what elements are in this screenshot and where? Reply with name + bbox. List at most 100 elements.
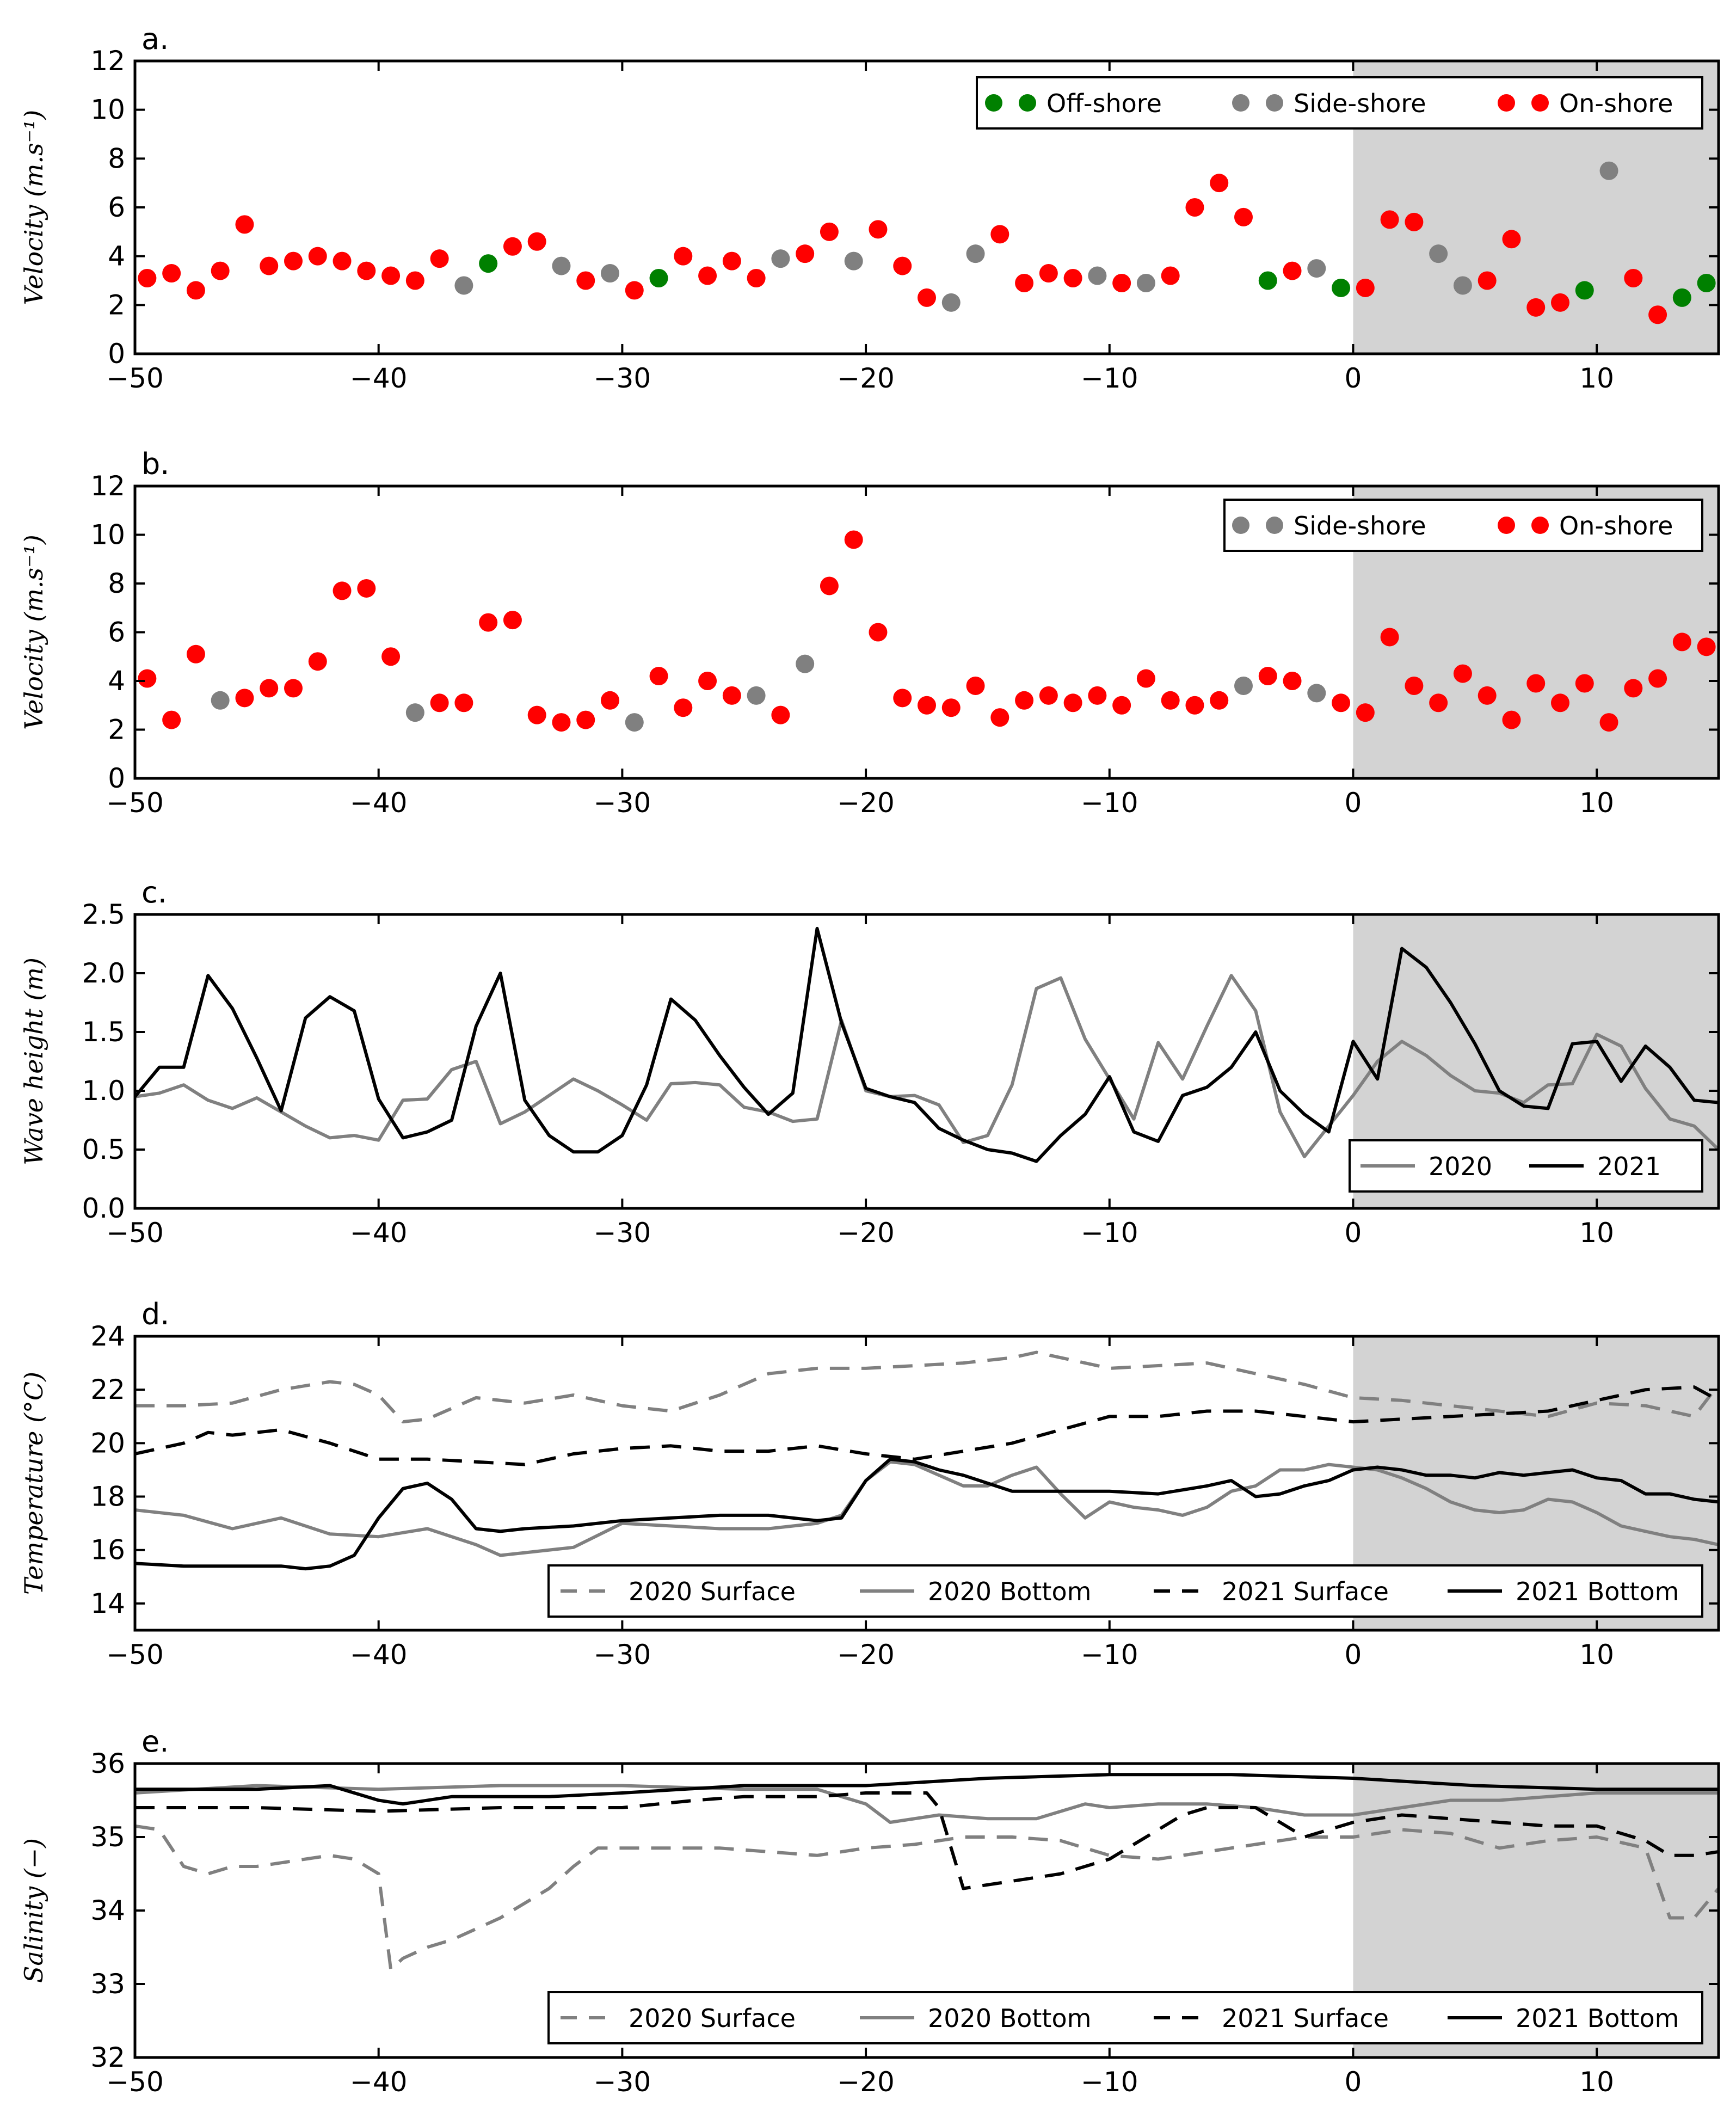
- data-point: [941, 698, 961, 717]
- data-point: [674, 698, 693, 717]
- y-tick-label: 18: [90, 1481, 125, 1513]
- x-tick-label: −30: [594, 1639, 651, 1670]
- data-point: [1380, 628, 1399, 647]
- data-point: [893, 256, 912, 275]
- data-point: [308, 652, 327, 671]
- data-point: [162, 710, 181, 729]
- x-tick-label: −50: [106, 2066, 164, 2098]
- data-point: [1453, 664, 1472, 683]
- data-point: [893, 689, 912, 708]
- x-tick-label: −30: [594, 787, 651, 819]
- data-point: [235, 689, 254, 708]
- x-tick-label: −10: [1081, 2066, 1138, 2098]
- x-tick-label: −50: [106, 1639, 164, 1670]
- data-point: [211, 261, 230, 280]
- panel-d: −50 −40 −30 −20 −10 0 10 14 16 18 20 22 24 d. Temperat…: [19, 1297, 1720, 1670]
- data-point: [381, 647, 401, 666]
- legend: 2020 Surface 2020 Bottom 2021 Surface 2021 …: [547, 1564, 1703, 1618]
- plot-area: [135, 1350, 1719, 1571]
- y-tick-label: 36: [90, 1748, 125, 1779]
- data-point: [601, 264, 619, 283]
- panel-label: a.: [141, 22, 169, 56]
- legend-marker: [1019, 94, 1036, 112]
- legend-label: On-shore: [1559, 511, 1673, 540]
- data-point: [1185, 696, 1204, 715]
- x-tick-label: 0: [1345, 787, 1362, 819]
- panel-label: c.: [141, 875, 167, 910]
- axes-frame: [133, 913, 1720, 1210]
- data-point: [869, 623, 888, 642]
- data-point: [1575, 674, 1594, 693]
- x-tick-label: 0: [1345, 363, 1362, 394]
- data-point: [1502, 710, 1521, 729]
- data-point: [625, 713, 644, 732]
- data-point: [1332, 693, 1351, 712]
- x-tick-label: −50: [106, 787, 164, 819]
- data-point: [235, 215, 254, 234]
- data-point: [1063, 269, 1082, 288]
- y-axis-label: Velocity (m.s⁻¹): [19, 110, 48, 305]
- data-point: [649, 269, 668, 288]
- y-tick-label: 8: [108, 568, 125, 599]
- data-point: [479, 613, 498, 632]
- data-point: [1526, 674, 1546, 693]
- legend: 2020 2021: [1349, 1139, 1703, 1193]
- x-tick-label: 0: [1345, 1639, 1362, 1670]
- series-line-2020-surface: [135, 1824, 1719, 1971]
- data-point: [1307, 684, 1326, 703]
- y-tick-label: 12: [90, 470, 125, 502]
- data-point: [1429, 693, 1448, 712]
- legend-label: 2020 Bottom: [928, 2004, 1091, 2033]
- panel-b: −50 −40 −30 −20 −10 0 10 0 2 4 6 8 10 12 b. Velocity (m…: [19, 447, 1720, 819]
- data-point: [1648, 669, 1667, 688]
- data-point: [918, 288, 936, 307]
- data-point: [771, 249, 790, 268]
- legend-label: 2021: [1597, 1152, 1661, 1181]
- x-tick-label: −50: [106, 1217, 164, 1249]
- data-point: [941, 293, 961, 312]
- y-tick-label: 14: [90, 1588, 125, 1619]
- data-point: [260, 679, 279, 698]
- data-point: [796, 244, 815, 263]
- data-point: [869, 220, 888, 239]
- data-point: [357, 579, 376, 598]
- data-point: [1478, 686, 1497, 705]
- data-point: [966, 244, 985, 263]
- data-point: [1112, 696, 1131, 715]
- data-point: [576, 710, 595, 729]
- data-point: [1307, 259, 1326, 278]
- data-point: [747, 686, 766, 705]
- data-point: [1648, 305, 1667, 324]
- y-tick-label: 8: [108, 143, 125, 174]
- plot-area: [138, 530, 1716, 732]
- data-point: [1502, 230, 1521, 249]
- y-tick-label: 34: [90, 1895, 125, 1926]
- data-point: [1429, 244, 1448, 263]
- data-point: [357, 261, 376, 280]
- legend-box: [547, 1564, 1703, 1618]
- y-tick-label: 2: [108, 714, 125, 746]
- y-tick-label: 2.0: [82, 957, 125, 989]
- data-point: [405, 271, 424, 290]
- data-point: [1697, 273, 1716, 292]
- legend-label: 2021 Surface: [1222, 1577, 1389, 1606]
- data-point: [1405, 676, 1424, 695]
- data-point: [1015, 691, 1034, 710]
- data-point: [284, 251, 303, 271]
- legend: 2020 Surface 2020 Bottom 2021 Surface 2021 …: [547, 1991, 1703, 2044]
- data-point: [162, 264, 181, 283]
- y-axis-label: Temperature (°C): [19, 1372, 48, 1595]
- data-point: [260, 256, 279, 275]
- data-point: [1015, 273, 1034, 292]
- series-line-2021-surface: [135, 1385, 1719, 1466]
- data-point: [1356, 278, 1375, 297]
- x-tick-label: −20: [837, 787, 895, 819]
- legend-label: Side-shore: [1294, 89, 1426, 118]
- x-tick-label: −30: [594, 2066, 651, 2098]
- y-tick-label: 32: [90, 2042, 125, 2073]
- data-point: [381, 266, 401, 285]
- y-tick-label: 1.0: [82, 1075, 125, 1107]
- legend-marker: [1498, 94, 1515, 112]
- data-point: [1478, 271, 1497, 290]
- legend-marker: [1266, 517, 1283, 534]
